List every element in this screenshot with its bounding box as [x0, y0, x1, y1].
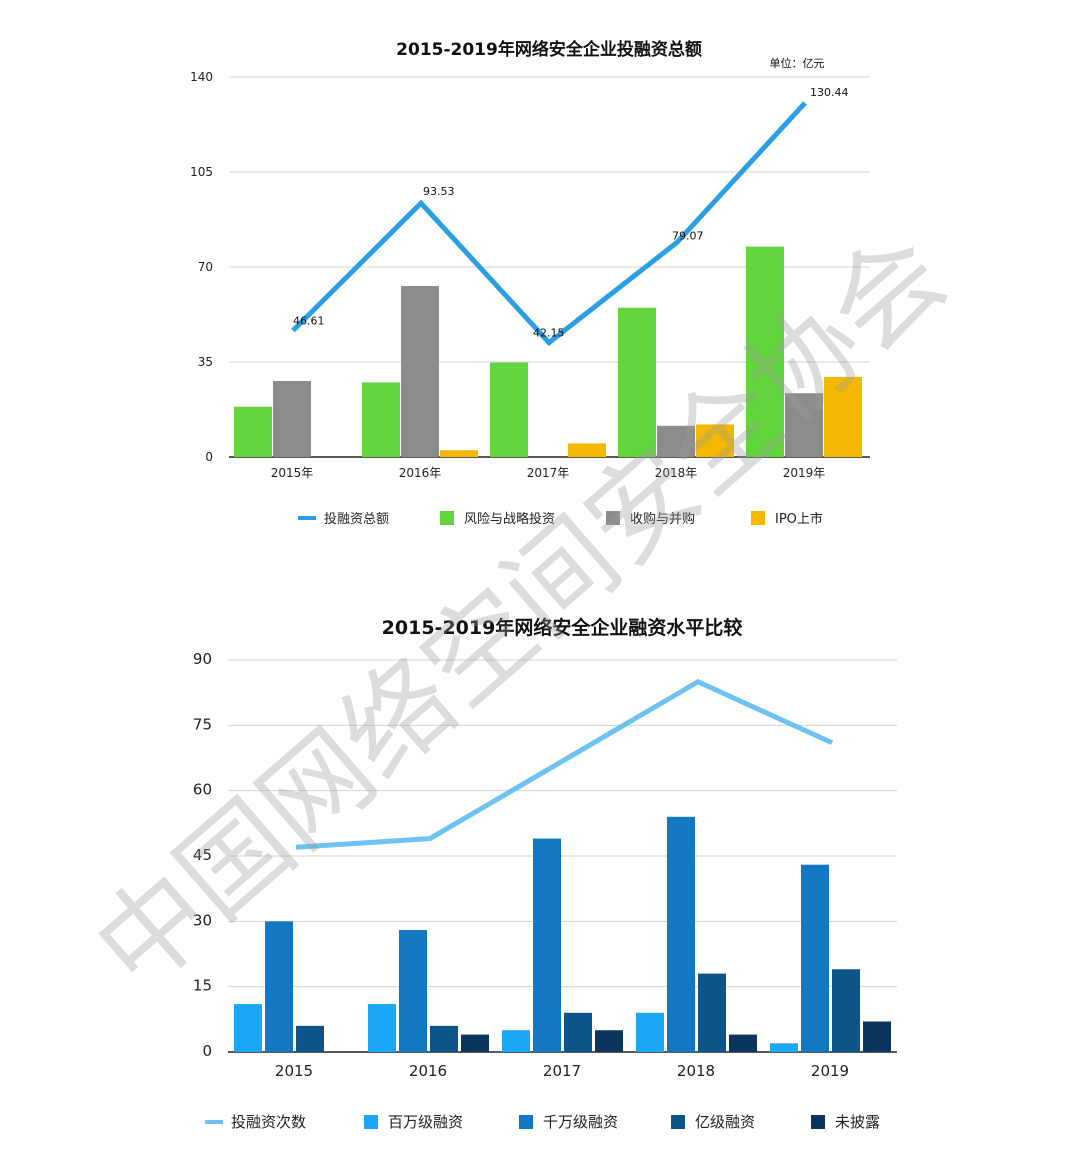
- bar: [785, 393, 823, 457]
- bar: [824, 376, 862, 457]
- legend-label: 百万级融资: [388, 1113, 463, 1131]
- series-line: [295, 678, 834, 850]
- bar: [698, 973, 726, 1052]
- legend-label: 风险与战略投资: [464, 511, 555, 527]
- x-tick-label: 2016年: [399, 466, 442, 480]
- y-tick-label: 45: [193, 846, 212, 864]
- x-tick-label: 2017: [543, 1062, 581, 1080]
- bar: [770, 1043, 798, 1052]
- y-tick-label: 60: [193, 781, 212, 799]
- bar: [234, 406, 272, 457]
- y-tick-label: 90: [193, 650, 212, 668]
- bar: [362, 382, 400, 457]
- chart-title: 2015-2019年网络安全企业投融资总额: [396, 39, 702, 60]
- bar: [801, 864, 829, 1052]
- bar: [533, 838, 561, 1052]
- legend-swatch: [671, 1115, 685, 1129]
- x-tick-label: 2019年: [783, 466, 826, 480]
- data-label: 42.15: [533, 327, 565, 340]
- bar: [746, 246, 784, 457]
- bar: [696, 424, 734, 457]
- data-label: 93.53: [423, 185, 455, 198]
- bar: [234, 1004, 262, 1052]
- investment-total-chart-svg: 2015-2019年网络安全企业投融资总额 单位：亿元 0 35 70 105 140 2…: [190, 39, 870, 527]
- legend-swatch: [606, 511, 620, 525]
- bar: [832, 969, 860, 1052]
- bar: [564, 1012, 592, 1052]
- data-label: 46.61: [293, 314, 325, 327]
- legend-label: IPO上市: [775, 511, 823, 527]
- bar: [863, 1021, 891, 1052]
- financing-level-chart: 2015-2019年网络安全企业融资水平比较 0 15 30 45 60 75 90 2015…: [0, 600, 1080, 1155]
- bar: [595, 1030, 623, 1052]
- y-tick-label: 75: [193, 715, 212, 733]
- series-line: [291, 101, 807, 346]
- bar: [399, 930, 427, 1052]
- bar: [657, 425, 695, 457]
- bar: [729, 1034, 757, 1052]
- x-tick-label: 2019: [811, 1062, 849, 1080]
- x-tick-label: 2018: [677, 1062, 715, 1080]
- bar: [273, 381, 311, 457]
- legend-label: 亿级融资: [695, 1113, 755, 1131]
- data-label: 79.07: [672, 229, 704, 242]
- investment-total-chart: 2015-2019年网络安全企业投融资总额 单位：亿元 0 35 70 105 140 2…: [0, 0, 1080, 560]
- legend-swatch: [440, 511, 454, 525]
- legend-swatch: [751, 511, 765, 525]
- bar: [461, 1034, 489, 1052]
- y-tick-label: 35: [198, 355, 213, 369]
- y-tick-label: 0: [202, 1042, 212, 1060]
- y-tick-label: 70: [198, 260, 213, 274]
- bar: [296, 1025, 324, 1052]
- y-tick-label: 30: [193, 911, 212, 929]
- y-tick-label: 105: [190, 165, 213, 179]
- legend-label: 未披露: [835, 1113, 880, 1131]
- bar: [490, 362, 528, 457]
- legend-swatch: [519, 1115, 533, 1129]
- bar: [265, 921, 293, 1052]
- bar: [440, 450, 478, 457]
- bar: [502, 1030, 530, 1052]
- financing-level-chart-svg: 2015-2019年网络安全企业融资水平比较 0 15 30 45 60 75 90 2015…: [193, 616, 897, 1131]
- legend-swatch: [364, 1115, 378, 1129]
- x-tick-label: 2016: [409, 1062, 447, 1080]
- bar: [618, 307, 656, 457]
- bar: [636, 1012, 664, 1052]
- bar: [368, 1004, 396, 1052]
- unit-label: 单位：亿元: [770, 56, 825, 70]
- bar: [568, 443, 606, 457]
- bar: [401, 286, 439, 457]
- y-tick-label: 140: [190, 70, 213, 84]
- data-label: 130.44: [810, 86, 849, 99]
- legend-label: 投融资总额: [324, 511, 389, 527]
- legend-swatch: [811, 1115, 825, 1129]
- legend-label: 千万级融资: [543, 1113, 618, 1131]
- chart-title: 2015-2019年网络安全企业融资水平比较: [382, 616, 743, 639]
- legend-label: 投融资次数: [231, 1113, 306, 1131]
- legend-label: 收购与并购: [630, 511, 695, 527]
- x-tick-label: 2015: [275, 1062, 313, 1080]
- y-tick-label: 0: [205, 450, 213, 464]
- x-tick-label: 2018年: [655, 466, 698, 480]
- bar: [430, 1025, 458, 1052]
- bar: [667, 816, 695, 1052]
- x-tick-label: 2017年: [527, 466, 570, 480]
- y-tick-label: 15: [193, 977, 212, 995]
- x-tick-label: 2015年: [271, 466, 314, 480]
